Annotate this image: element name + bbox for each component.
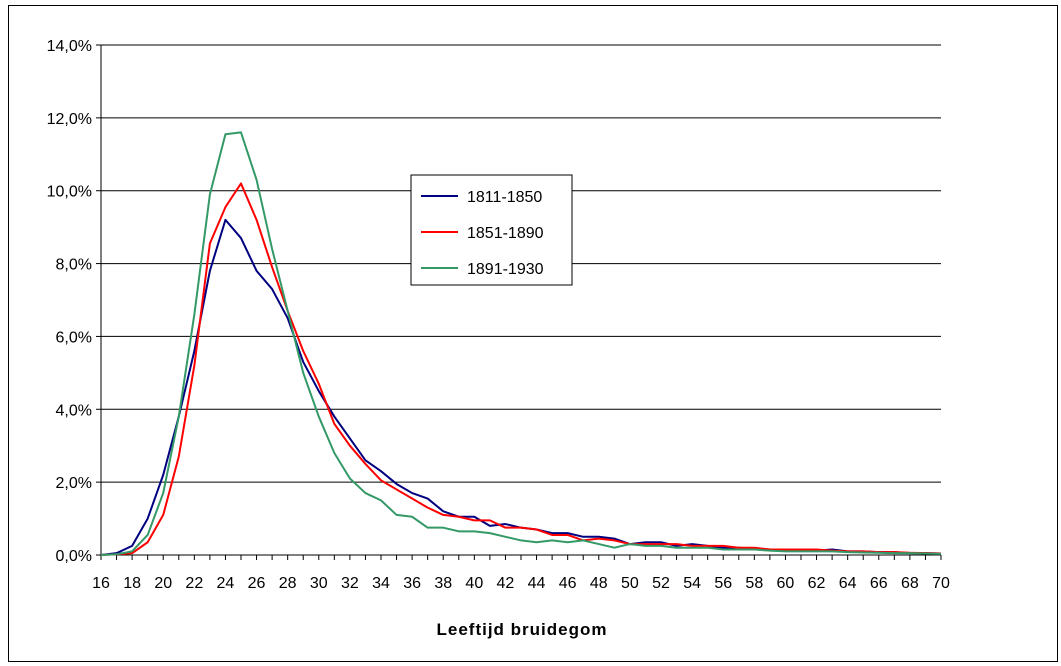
- x-tick-label: 16: [92, 575, 110, 592]
- plot-area: [101, 45, 941, 555]
- x-tick-label: 52: [652, 575, 670, 592]
- x-tick-label: 58: [745, 575, 763, 592]
- x-tick-label: 42: [497, 575, 515, 592]
- x-axis-label: Leeftijd bruidegom: [437, 620, 608, 639]
- x-tick-label: 54: [683, 575, 701, 592]
- series-line-1851-1890: [100, 182, 942, 556]
- x-tick-label: 38: [434, 575, 452, 592]
- y-tick-label: 2,0%: [56, 475, 92, 492]
- x-tick-labels: 16 18 20 22 24 26 28 30 32 34 36 38 40 42 44 46 48 50 52 54…: [92, 575, 950, 592]
- series-line-1891-1930: [100, 131, 942, 556]
- line-chart: 0,0% 2,0% 4,0% 6,0% 8,0% 10,0% 12,0% 14,0% 16 18…: [47, 38, 950, 639]
- y-tick-label: 0,0%: [56, 548, 92, 565]
- x-tick-label: 24: [217, 575, 235, 592]
- x-tick-label: 32: [341, 575, 359, 592]
- x-tick-label: 40: [465, 575, 483, 592]
- legend: 1811-1850 1851-1890 1891-1930: [410, 174, 573, 286]
- x-tick-label: 36: [403, 575, 421, 592]
- axes: [96, 44, 942, 560]
- y-tick-label: 4,0%: [56, 402, 92, 419]
- y-tick-label: 12,0%: [47, 111, 92, 128]
- x-tick-label: 22: [185, 575, 203, 592]
- legend-label: 1891-1930: [467, 261, 544, 278]
- x-tick-label: 18: [123, 575, 141, 592]
- x-tick-label: 66: [870, 575, 888, 592]
- x-tick-label: 34: [372, 575, 390, 592]
- x-tick-label: 50: [621, 575, 639, 592]
- y-tick-label: 10,0%: [47, 184, 92, 201]
- series-lines: [100, 131, 942, 556]
- x-tick-label: 44: [528, 575, 546, 592]
- x-tick-label: 20: [154, 575, 172, 592]
- x-tick-label: 48: [590, 575, 608, 592]
- x-tick-label: 60: [777, 575, 795, 592]
- y-tick-label: 14,0%: [47, 38, 92, 55]
- plot-background: [101, 45, 941, 555]
- x-tick-label: 30: [310, 575, 328, 592]
- x-tick-label: 28: [279, 575, 297, 592]
- legend-label: 1851-1890: [467, 225, 544, 242]
- x-tick-label: 70: [932, 575, 950, 592]
- x-tick-label: 64: [839, 575, 857, 592]
- legend-label: 1811-1850: [467, 189, 542, 206]
- y-tick-label: 8,0%: [56, 257, 92, 274]
- chart-frame: 0,0% 2,0% 4,0% 6,0% 8,0% 10,0% 12,0% 14,0% 16 18…: [8, 5, 1058, 662]
- x-tick-label: 62: [808, 575, 826, 592]
- x-tick-label: 68: [901, 575, 919, 592]
- x-tick-label: 26: [248, 575, 266, 592]
- legend-box: [410, 174, 573, 286]
- y-tick-label: 6,0%: [56, 329, 92, 346]
- y-tick-labels: 0,0% 2,0% 4,0% 6,0% 8,0% 10,0% 12,0% 14,0%: [47, 38, 92, 565]
- x-tick-label: 46: [559, 575, 577, 592]
- x-tick-label: 56: [714, 575, 732, 592]
